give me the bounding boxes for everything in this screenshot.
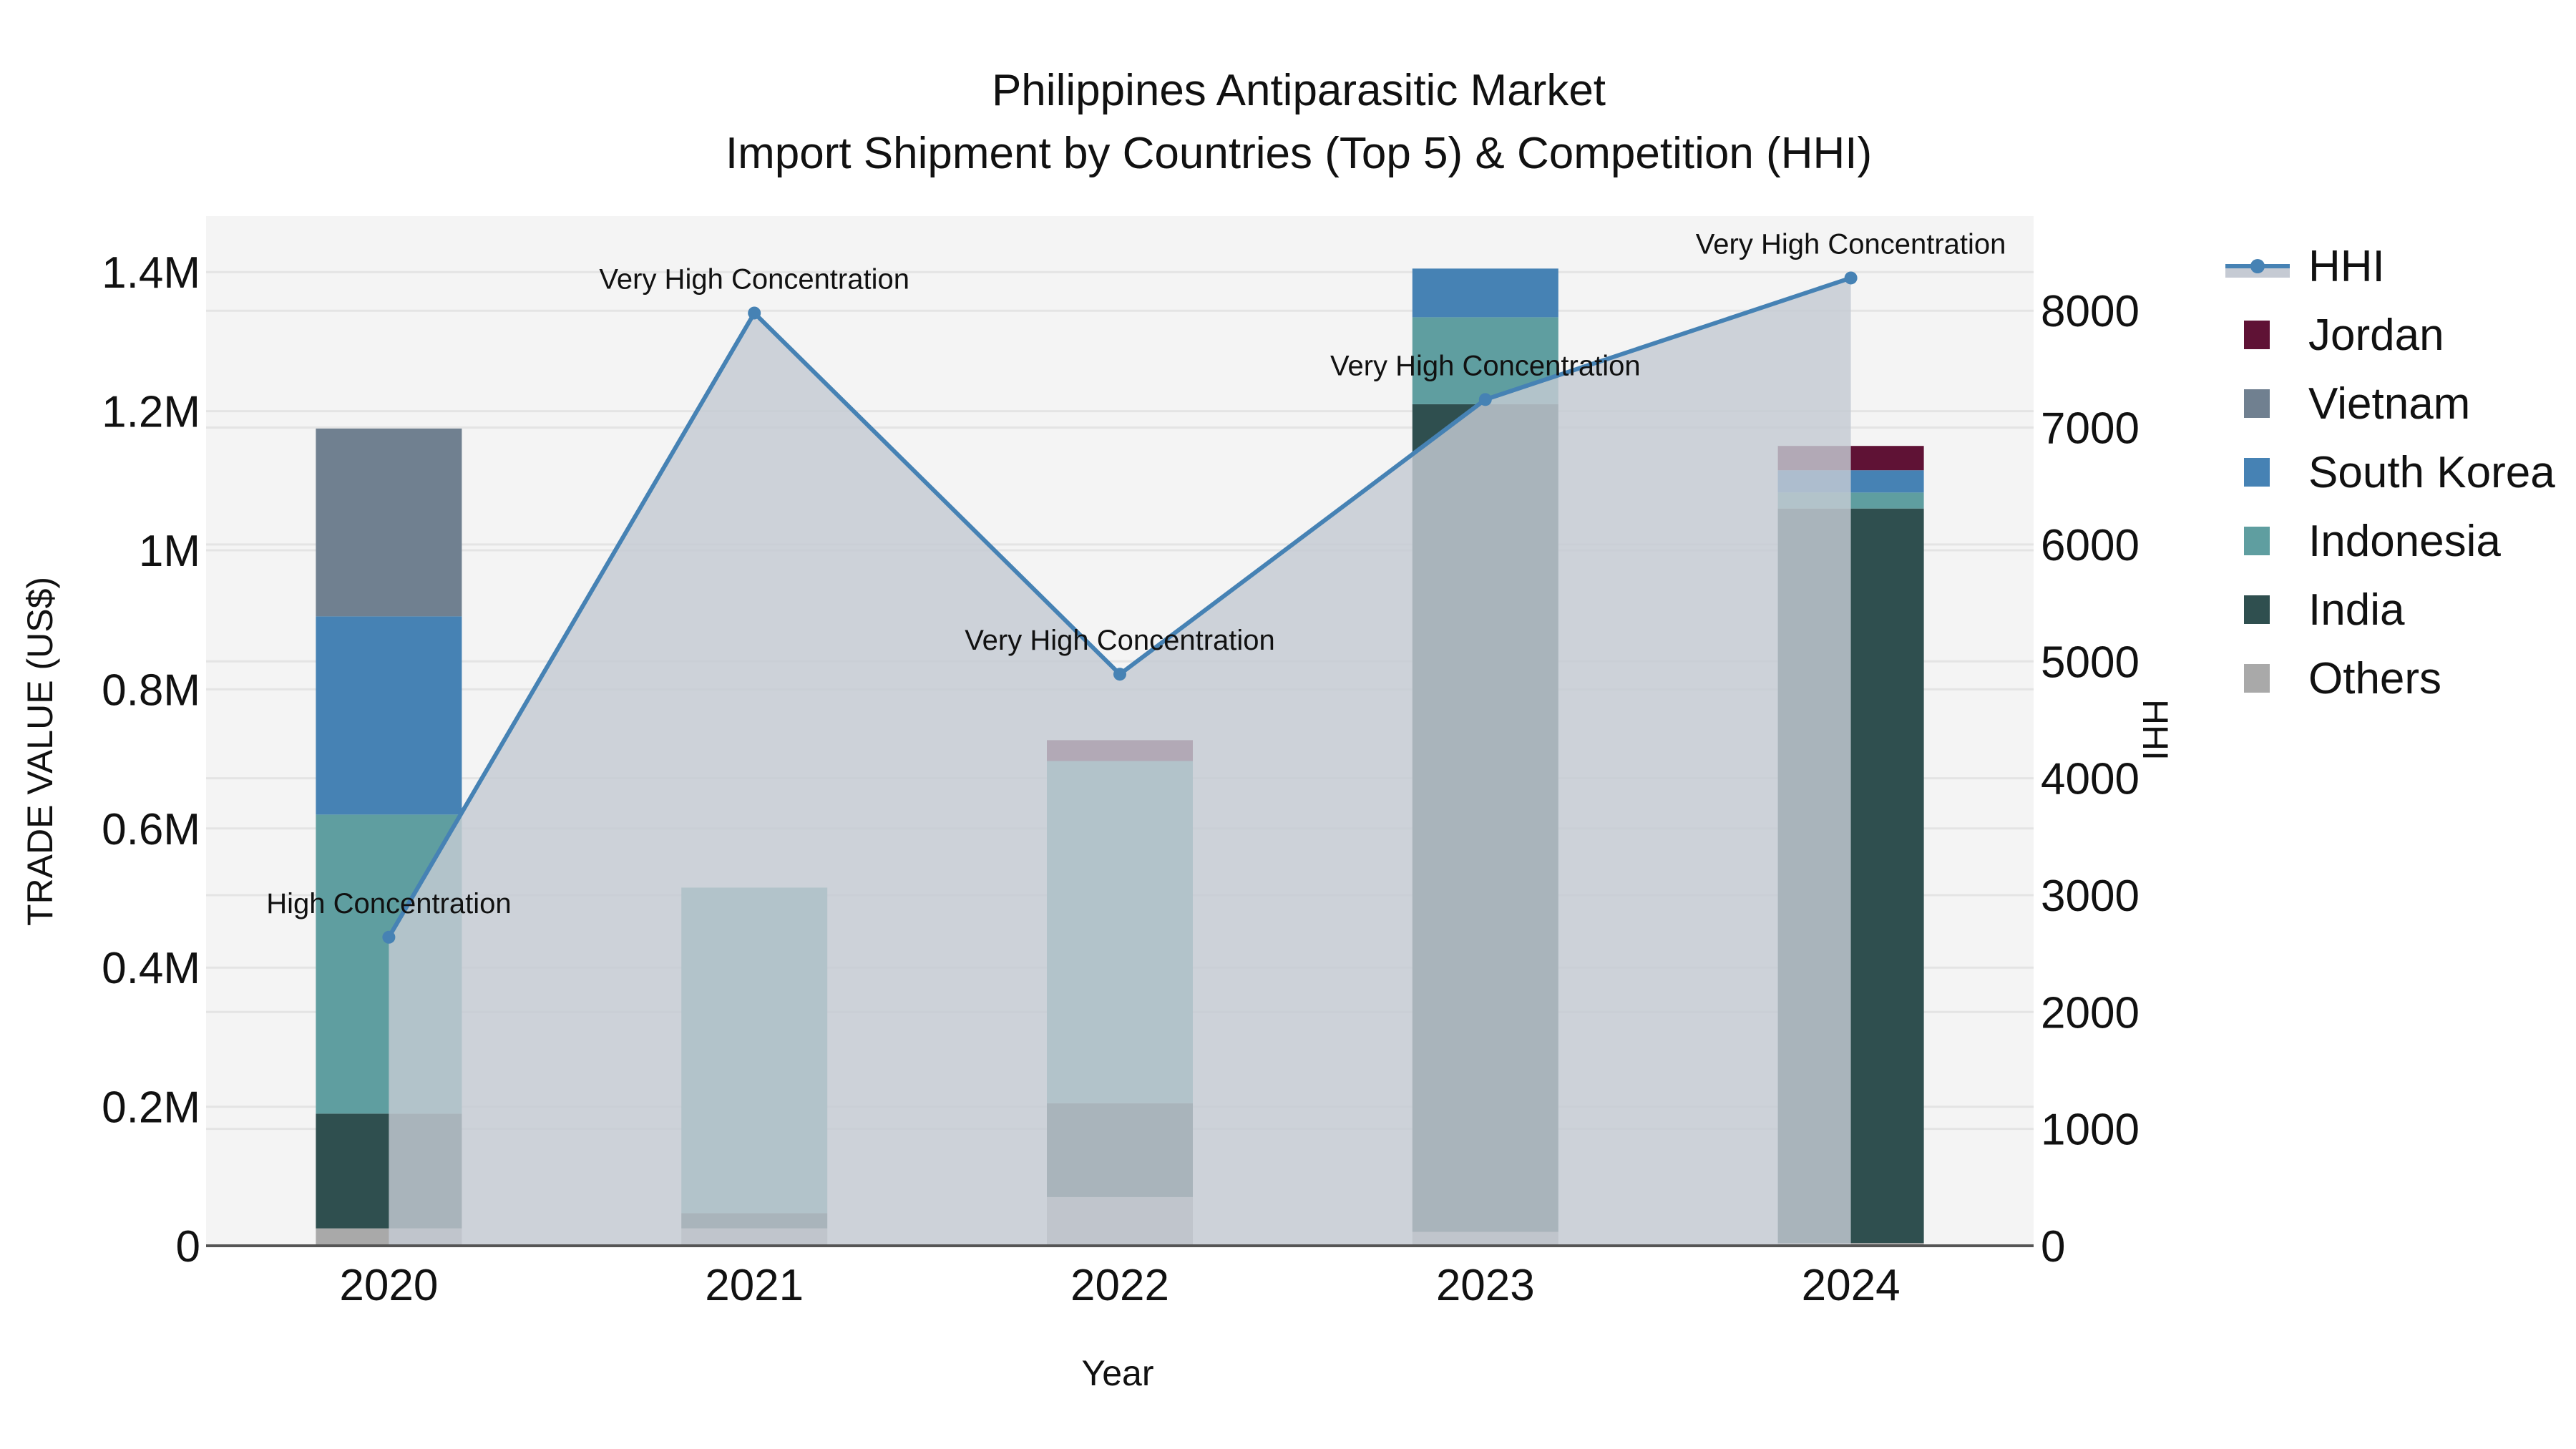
india-swatch-icon [2244, 595, 2270, 624]
bar-segment-vietnam [316, 428, 462, 617]
y-left-tick-label: 1.2M [102, 388, 200, 437]
y-axis-right-title: HHI [2135, 698, 2175, 761]
bar-segment-south-korea [1412, 268, 1558, 318]
hhi-point [748, 306, 761, 320]
indonesia-swatch-icon [2244, 527, 2270, 555]
legend-label: Others [2308, 653, 2442, 703]
hhi-area [389, 278, 1851, 1246]
legend-item-hhi[interactable]: HHI [2225, 232, 2555, 301]
legend-label: Indonesia [2308, 516, 2501, 566]
x-tick-label: 2021 [705, 1261, 804, 1310]
legend-item-jordan[interactable]: Jordan [2225, 301, 2555, 369]
hhi-annotation: Very High Concentration [965, 625, 1275, 656]
bar-segment-south-korea [316, 616, 462, 815]
legend-label: South Korea [2308, 447, 2555, 497]
y-right-tick-label: 4000 [2041, 755, 2140, 804]
hhi-annotation: Very High Concentration [1696, 228, 2006, 260]
legend-item-india[interactable]: India [2225, 575, 2555, 644]
hhi-point [1844, 271, 1858, 285]
legend-label: Jordan [2308, 310, 2444, 360]
y-left-tick-label: 0.2M [102, 1083, 200, 1133]
vietnam-swatch-icon [2244, 389, 2270, 418]
legend-item-others[interactable]: Others [2225, 644, 2555, 713]
y-right-tick-label: 6000 [2041, 521, 2140, 570]
hhi-line-marker-icon [2225, 252, 2290, 280]
legend-item-indonesia[interactable]: Indonesia [2225, 507, 2555, 575]
hhi-series: High Concentration Very High Concentratio… [266, 228, 2006, 1246]
axes: 0 0.2M 0.4M 0.6M 0.8M 1M 1.2M 1.4M 0 1000 2000 3000… [102, 248, 2140, 1310]
x-tick-label: 2020 [339, 1261, 438, 1310]
hhi-annotation: High Concentration [266, 888, 511, 919]
y-left-tick-label: 0 [176, 1222, 200, 1272]
y-axis-left-title: TRADE VALUE (US$) [20, 576, 60, 927]
x-tick-label: 2024 [1802, 1261, 1901, 1310]
y-right-tick-label: 2000 [2041, 988, 2140, 1038]
chart-subtitle: Import Shipment by Countries (Top 5) & C… [725, 129, 1873, 178]
chart-title: Philippines Antiparasitic Market [991, 66, 1606, 115]
legend: HHI Jordan Vietnam South Korea Indonesia… [2225, 232, 2555, 713]
jordan-swatch-icon [2244, 321, 2270, 349]
legend-item-vietnam[interactable]: Vietnam [2225, 369, 2555, 438]
south-korea-swatch-icon [2244, 458, 2270, 487]
y-right-tick-label: 1000 [2041, 1106, 2140, 1155]
others-swatch-icon [2244, 664, 2270, 693]
hhi-point [1113, 668, 1126, 681]
legend-label: India [2308, 585, 2405, 635]
y-left-tick-label: 1.4M [102, 248, 200, 298]
legend-item-south-korea[interactable]: South Korea [2225, 438, 2555, 507]
y-right-tick-label: 7000 [2041, 404, 2140, 454]
legend-label: Vietnam [2308, 379, 2471, 429]
y-right-tick-label: 3000 [2041, 872, 2140, 921]
x-tick-label: 2023 [1436, 1261, 1535, 1310]
hhi-annotation: Very High Concentration [1330, 350, 1641, 381]
hhi-annotation: Very High Concentration [599, 263, 909, 295]
y-left-tick-label: 0.4M [102, 944, 200, 993]
y-right-tick-label: 0 [2041, 1222, 2065, 1272]
x-axis-title: Year [1081, 1353, 1154, 1393]
y-left-tick-label: 0.8M [102, 665, 200, 715]
y-left-tick-label: 1M [139, 527, 200, 576]
y-right-tick-label: 5000 [2041, 638, 2140, 687]
hhi-point [382, 930, 396, 944]
hhi-point [1478, 393, 1492, 406]
legend-label: HHI [2308, 241, 2385, 291]
y-right-tick-label: 8000 [2041, 287, 2140, 336]
x-tick-label: 2022 [1070, 1261, 1169, 1310]
y-left-tick-label: 0.6M [102, 805, 200, 854]
